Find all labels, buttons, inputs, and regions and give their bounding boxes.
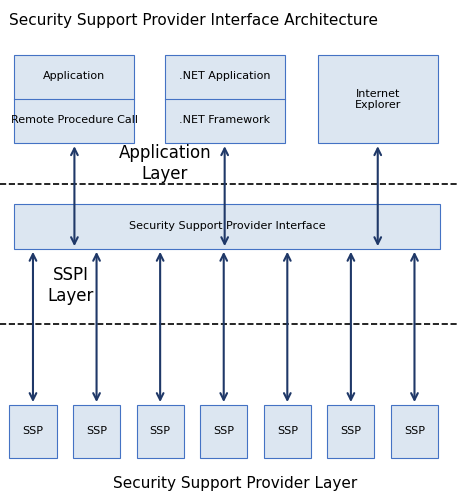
Bar — [73, 405, 120, 458]
Bar — [391, 405, 438, 458]
Bar — [14, 55, 134, 143]
Text: SSP: SSP — [277, 427, 298, 436]
Text: Security Support Provider Interface Architecture: Security Support Provider Interface Arch… — [9, 13, 378, 28]
Text: .NET Application: .NET Application — [179, 71, 271, 81]
Text: Security Support Provider Interface: Security Support Provider Interface — [129, 221, 325, 231]
Text: Security Support Provider Layer: Security Support Provider Layer — [114, 476, 357, 491]
Bar — [264, 405, 311, 458]
Text: SSP: SSP — [86, 427, 107, 436]
Text: SSP: SSP — [341, 427, 361, 436]
Text: SSP: SSP — [213, 427, 234, 436]
Text: Internet
Explorer: Internet Explorer — [355, 89, 401, 110]
Text: SSP: SSP — [150, 427, 171, 436]
Text: Application
Layer: Application Layer — [119, 144, 211, 183]
Text: SSP: SSP — [404, 427, 425, 436]
Bar — [200, 405, 247, 458]
Text: Application: Application — [43, 71, 106, 81]
Bar — [318, 55, 438, 143]
Text: Remote Procedure Call: Remote Procedure Call — [11, 116, 138, 125]
Bar — [165, 55, 285, 143]
Bar — [327, 405, 374, 458]
Bar — [137, 405, 184, 458]
Bar — [9, 405, 57, 458]
Text: SSP: SSP — [23, 427, 43, 436]
Bar — [14, 204, 440, 249]
Text: SSPI
Layer: SSPI Layer — [48, 266, 94, 305]
Text: .NET Framework: .NET Framework — [179, 116, 270, 125]
